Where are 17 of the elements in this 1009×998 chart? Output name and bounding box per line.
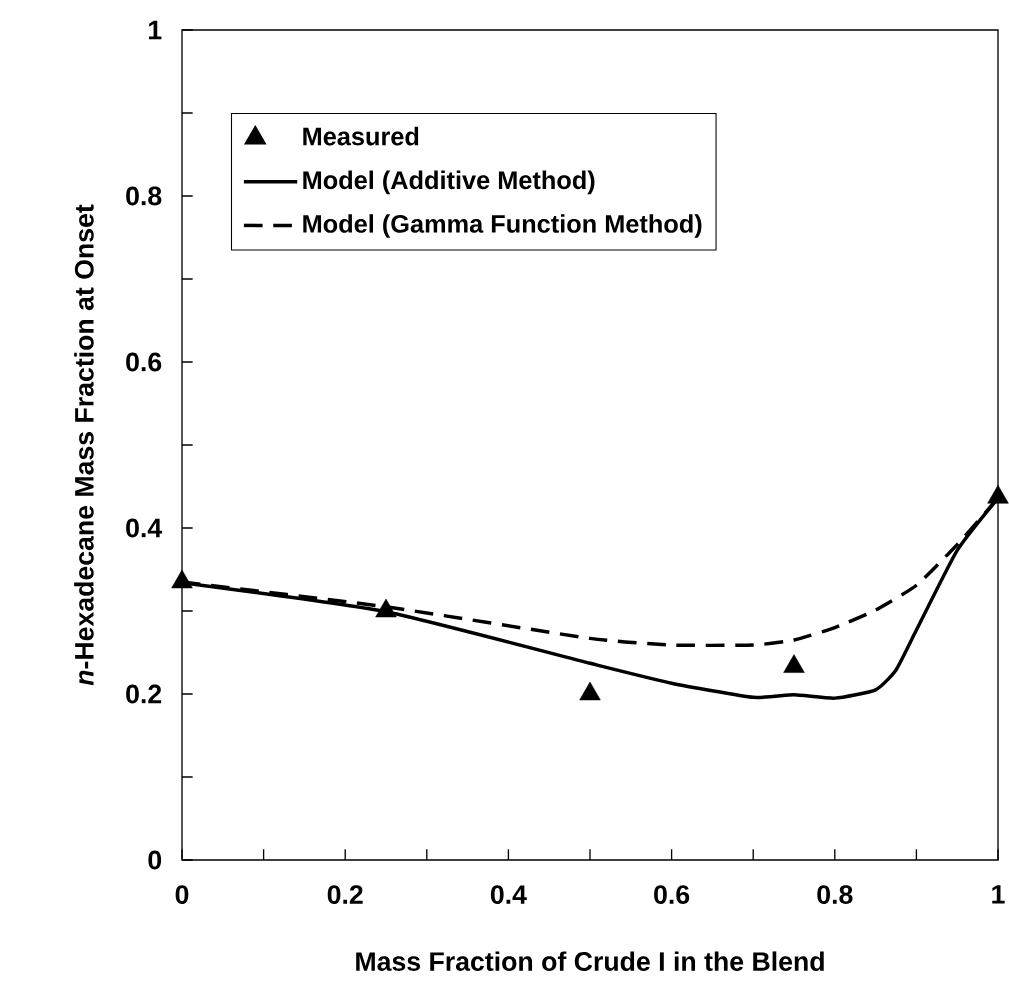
x-tick-label: 0.6 — [654, 885, 690, 905]
x-tick-label: 0 — [175, 885, 189, 905]
legend-label: Measured — [303, 126, 419, 146]
y-tick-label: 0.6 — [126, 352, 162, 372]
x-tick-label: 0.4 — [490, 885, 527, 905]
y-axis-title: n-Hexadecane Mass Fraction at Onset — [74, 204, 94, 686]
x-tick-label: 1 — [992, 885, 1005, 904]
y-tick-label: 0 — [148, 850, 162, 870]
legend-label: Model (Additive Method) — [303, 170, 595, 195]
y-tick-label: 0.2 — [126, 684, 162, 704]
y-tick-label: 0.8 — [126, 186, 162, 206]
x-axis-title: Mass Fraction of Crude I in the Blend — [356, 951, 824, 971]
y-tick-label: 0.4 — [126, 518, 163, 538]
y-tick-label: 1 — [149, 20, 162, 40]
x-tick-label: 0.2 — [327, 885, 363, 905]
x-tick-label: 0.8 — [817, 885, 853, 905]
legend-label: Model (Gamma Function Method) — [303, 214, 702, 238]
